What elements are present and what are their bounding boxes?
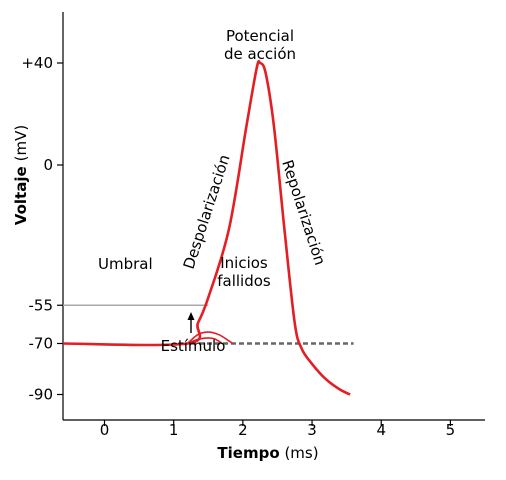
x-axis-title-main: Tiempo: [217, 444, 279, 462]
x-axis-title: Tiempo (ms): [217, 444, 318, 462]
x-tick-label: 4: [376, 421, 386, 439]
y-tick-label: -55: [29, 296, 54, 314]
stimulus-label: Estímulo: [161, 337, 226, 355]
y-axis-title: Voltaje (mV): [12, 125, 30, 225]
x-tick-label: 3: [307, 421, 317, 439]
x-tick-label: 1: [169, 421, 179, 439]
y-axis-title-unit: (mV): [12, 125, 30, 162]
peak-annotation-line2: de acción: [224, 45, 296, 63]
x-tick-label: 0: [100, 421, 110, 439]
failed-initiation-curve-1: [186, 331, 233, 345]
failed-initiations-line1: Inicios: [220, 254, 268, 272]
axes: [62, 12, 485, 421]
stimulus-arrow: [187, 312, 195, 333]
y-tick-label: +40: [21, 54, 53, 72]
y-ticks: +40 0 -55 -70 -90: [21, 54, 63, 404]
failed-initiations-line2: fallidos: [217, 272, 271, 290]
x-axis-title-unit: (ms): [284, 444, 318, 462]
y-tick-label: 0: [43, 156, 53, 174]
action-potential-line: [62, 59, 351, 396]
y-axis-title-main: Voltaje: [12, 166, 30, 225]
x-tick-label: 5: [446, 421, 456, 439]
peak-annotation-line1: Potencial: [226, 27, 294, 45]
y-tick-label: -90: [29, 386, 54, 404]
x-tick-label: 2: [238, 421, 248, 439]
y-tick-label: -70: [29, 335, 54, 353]
x-ticks: 0 1 2 3 4 5: [100, 420, 455, 439]
threshold-label: Umbral: [98, 255, 153, 273]
